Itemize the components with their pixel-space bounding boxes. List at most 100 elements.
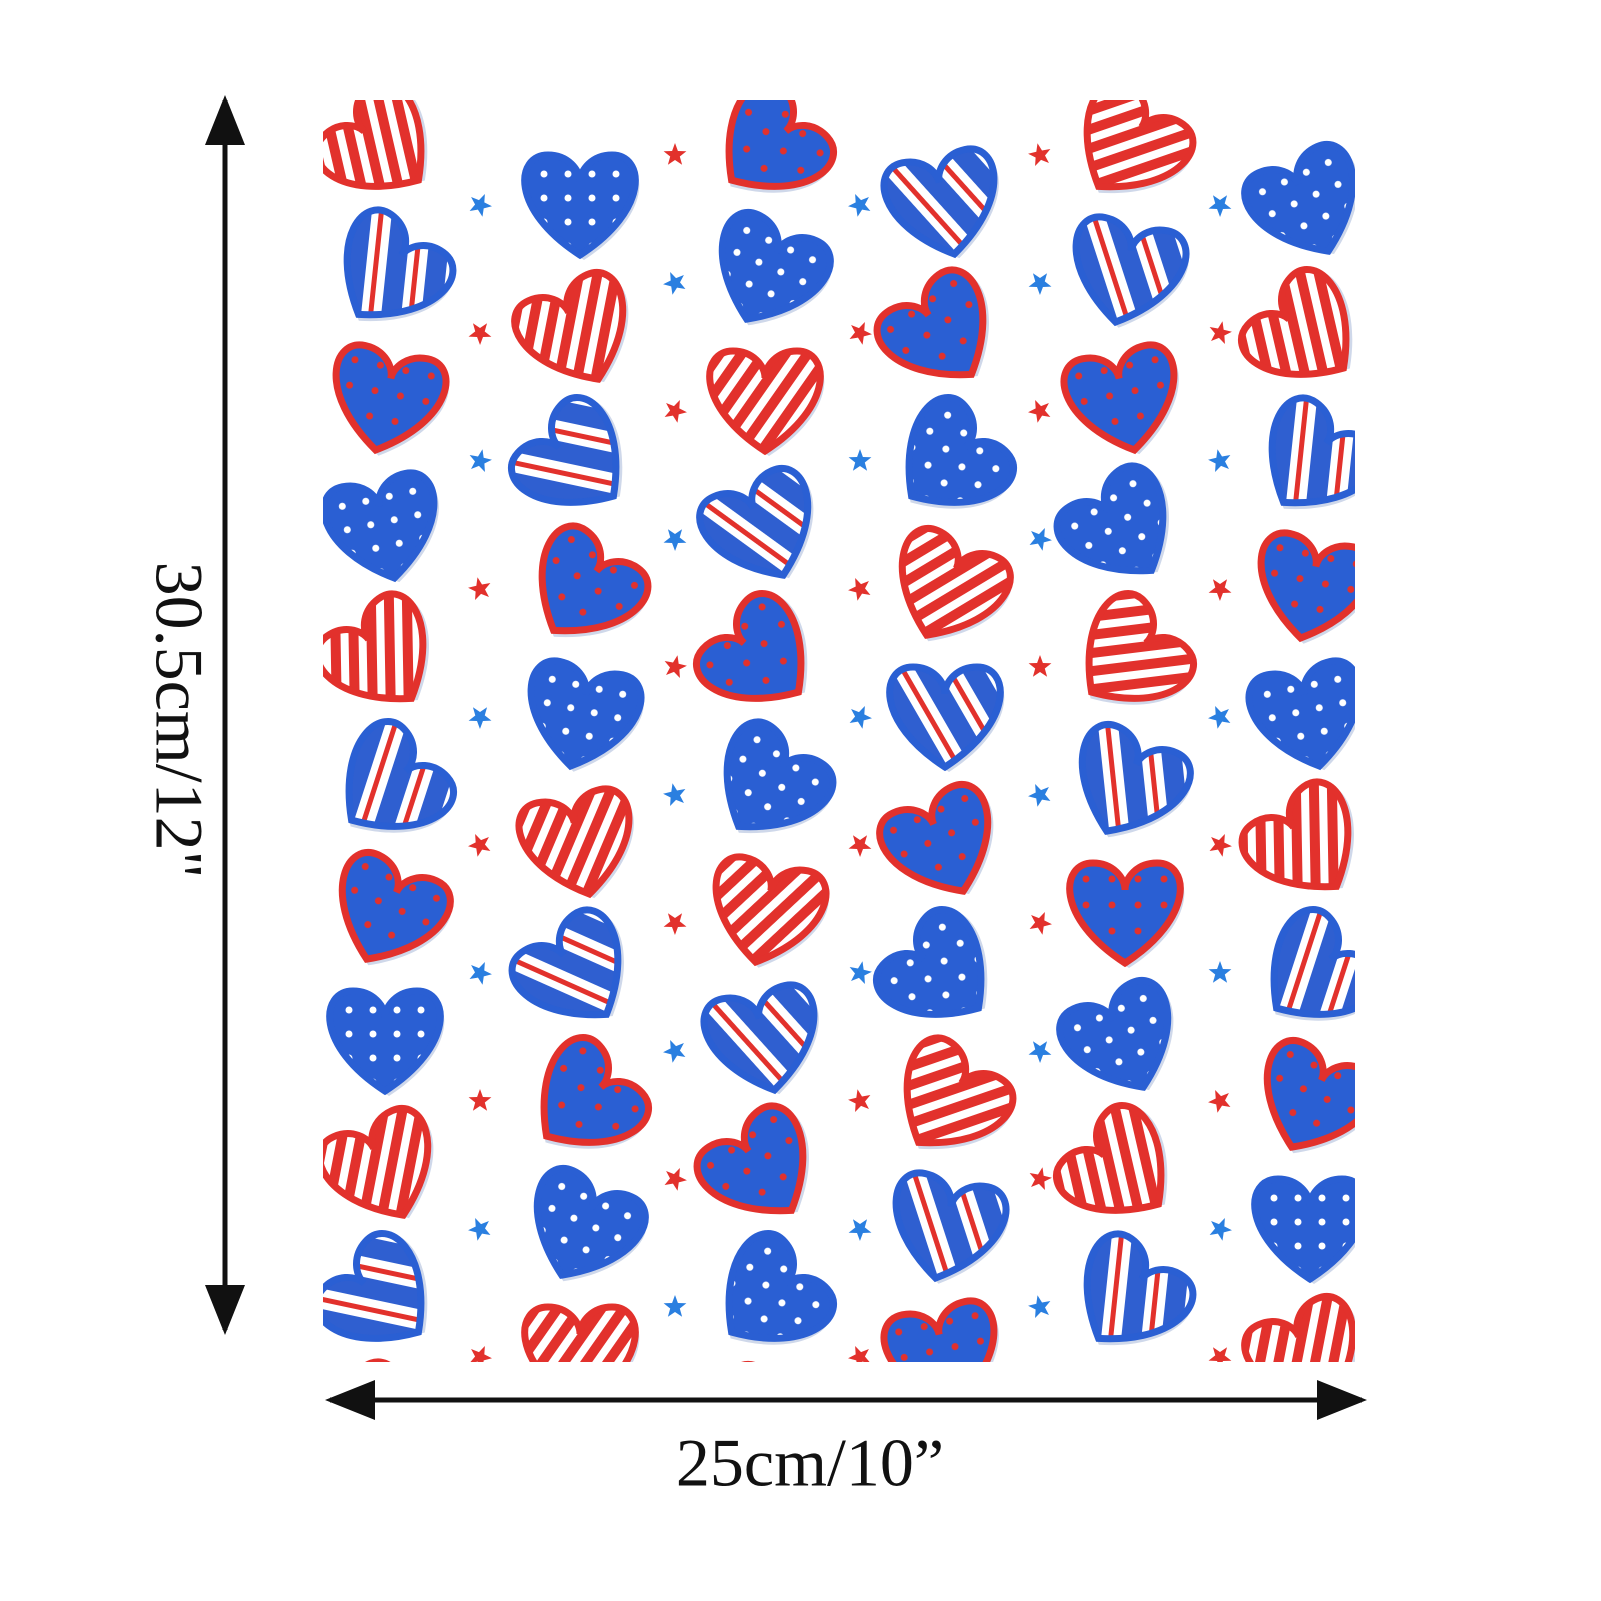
heart [1251, 1175, 1355, 1284]
heart-fill [898, 525, 1014, 639]
star [468, 323, 492, 346]
star [1388, 266, 1419, 297]
heart [696, 465, 814, 579]
heart-fill [521, 1303, 639, 1362]
star [1390, 139, 1420, 168]
star [663, 272, 686, 295]
heart-fill [343, 1358, 457, 1362]
heart-fill [696, 465, 812, 579]
heart-fill [725, 100, 837, 190]
star [1028, 400, 1051, 423]
heart [880, 145, 999, 259]
heart [1238, 778, 1354, 891]
heart [326, 987, 445, 1096]
star [1207, 1471, 1234, 1497]
heart [323, 100, 428, 190]
star [1024, 1419, 1055, 1450]
star [1208, 706, 1231, 729]
heart [1072, 213, 1190, 328]
star [469, 449, 492, 472]
heart [898, 525, 1014, 642]
star [1388, 1418, 1419, 1449]
heart [1270, 906, 1355, 1021]
heart [1078, 721, 1194, 838]
heart-pattern [314, 100, 1421, 1561]
star [1028, 1041, 1052, 1064]
star [1208, 449, 1231, 472]
heart [527, 657, 645, 772]
heart-fill [533, 1165, 649, 1279]
star [848, 835, 872, 858]
heart-fill [345, 718, 457, 830]
heart-fill [326, 987, 444, 1096]
star [664, 655, 687, 678]
heart-fill [1056, 977, 1172, 1091]
star [1209, 834, 1232, 857]
heart [540, 1034, 652, 1149]
star [1028, 273, 1052, 296]
heart-fill [693, 590, 805, 702]
heart [314, 1358, 462, 1505]
heart [700, 981, 819, 1095]
heart-fill [880, 1297, 998, 1362]
star [1391, 653, 1418, 679]
heart-fill [323, 469, 438, 583]
heart-fill [1085, 590, 1197, 702]
heart-fill [873, 906, 985, 1018]
heart-fill [1263, 1037, 1355, 1151]
heart-fill [1066, 859, 1184, 968]
star [663, 143, 687, 165]
heart-fill [712, 853, 830, 967]
heart-fill [1053, 462, 1167, 575]
heart [718, 209, 834, 326]
heart-fill [508, 906, 622, 1019]
heart [1056, 977, 1174, 1091]
heart [1257, 529, 1355, 644]
star [663, 1295, 687, 1317]
heart-fill [1241, 141, 1355, 255]
heart-fill [725, 1230, 837, 1342]
star [663, 783, 686, 806]
star [1394, 1167, 1417, 1189]
star [1392, 525, 1419, 551]
heart-fill [343, 206, 457, 319]
star [848, 1346, 871, 1362]
heart [892, 1169, 1010, 1284]
heart-fill [876, 781, 992, 895]
heart-fill [540, 1034, 652, 1146]
heart-fill [527, 657, 645, 771]
heart [1245, 657, 1355, 771]
heart-fill [1251, 1175, 1355, 1284]
heart-shadow [1064, 1370, 1193, 1491]
heart [1085, 590, 1197, 705]
star [1029, 1167, 1052, 1190]
heart [1083, 100, 1197, 194]
star [848, 1219, 872, 1242]
heart-fill [1232, 1412, 1380, 1561]
star [849, 961, 872, 984]
heart-fill [507, 1417, 649, 1553]
heart [1053, 1102, 1168, 1214]
heart-shadow [1239, 1412, 1387, 1561]
heart [1061, 1365, 1195, 1492]
star [1208, 579, 1232, 602]
heart [533, 1165, 649, 1282]
heart-fill [1060, 341, 1178, 455]
heart [521, 1303, 640, 1362]
heart-shadow [314, 1359, 462, 1505]
heart [332, 341, 450, 456]
heart-fill [873, 266, 987, 379]
star [469, 194, 492, 217]
star [1208, 195, 1232, 218]
star [469, 1346, 492, 1362]
star [1391, 1035, 1421, 1064]
star [848, 578, 871, 601]
heart-fill [332, 341, 450, 455]
heart-fill [1238, 266, 1350, 378]
star [664, 400, 687, 423]
heart [1060, 341, 1179, 455]
heart [886, 663, 1005, 772]
heart-fill [1245, 657, 1355, 771]
heart-fill [1241, 1293, 1355, 1362]
heart-fill [892, 1169, 1010, 1283]
